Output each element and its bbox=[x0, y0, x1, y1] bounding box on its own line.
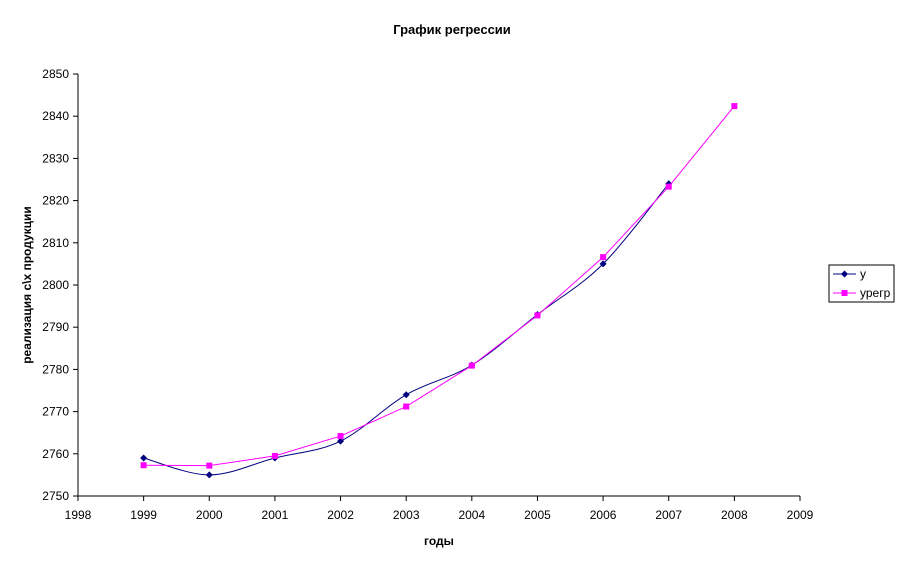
x-tick-label: 2001 bbox=[262, 508, 289, 522]
data-point-yregr bbox=[731, 103, 738, 110]
series-line-y bbox=[143, 183, 670, 476]
y-tick-label: 2840 bbox=[42, 109, 69, 123]
data-point-yregr bbox=[403, 403, 410, 410]
legend-label-y: у bbox=[860, 267, 866, 281]
data-point-y bbox=[402, 391, 410, 399]
data-point-y bbox=[599, 260, 607, 268]
y-tick-label: 2820 bbox=[42, 194, 69, 208]
legend-box bbox=[828, 264, 895, 303]
y-tick-label: 2750 bbox=[42, 489, 69, 503]
x-tick-label: 2005 bbox=[524, 508, 551, 522]
x-tick-label: 2008 bbox=[721, 508, 748, 522]
legend-marker-y bbox=[841, 270, 848, 278]
y-tick-label: 2810 bbox=[42, 236, 69, 250]
x-tick-label: 2002 bbox=[327, 508, 354, 522]
x-tick-label: 2006 bbox=[590, 508, 617, 522]
data-point-yregr bbox=[206, 462, 213, 469]
data-point-yregr bbox=[140, 462, 147, 469]
data-point-yregr bbox=[665, 183, 672, 190]
chart-title: График регрессии bbox=[393, 22, 511, 37]
plot-area: 2750 2760 2770 2780 2790 2800 2810 2820 2830 2840… bbox=[42, 67, 813, 522]
data-point-yregr bbox=[337, 433, 344, 440]
data-point-yregr bbox=[534, 312, 541, 319]
x-tick-label: 2007 bbox=[655, 508, 682, 522]
y-ticks: 2750 2760 2770 2780 2790 2800 2810 2820 2830 2840… bbox=[42, 67, 78, 503]
series-line-yregr bbox=[143, 105, 735, 467]
data-point-yregr bbox=[468, 362, 475, 369]
y-tick-label: 2760 bbox=[42, 447, 69, 461]
legend-marker-yregr bbox=[841, 290, 848, 296]
y-tick-label: 2830 bbox=[42, 151, 69, 165]
y-tick-label: 2790 bbox=[42, 320, 69, 334]
x-tick-label: 2003 bbox=[393, 508, 420, 522]
x-tick-label: 2004 bbox=[458, 508, 485, 522]
data-point-y bbox=[140, 454, 148, 462]
data-point-y bbox=[205, 471, 213, 479]
legend: у урегр bbox=[828, 264, 895, 303]
data-point-y bbox=[337, 437, 345, 445]
data-point-yregr bbox=[271, 452, 278, 459]
y-tick-label: 2850 bbox=[42, 67, 69, 81]
x-tick-label: 1999 bbox=[130, 508, 157, 522]
x-tick-label: 2000 bbox=[196, 508, 223, 522]
x-tick-label: 2009 bbox=[787, 508, 814, 522]
y-tick-label: 2800 bbox=[42, 278, 69, 292]
x-axis-title: годы bbox=[424, 534, 454, 548]
x-tick-label: 1998 bbox=[65, 508, 92, 522]
data-point-yregr bbox=[600, 254, 607, 261]
series-layer bbox=[140, 103, 738, 479]
x-ticks: 1998 1999 2000 2001 2002 2003 2004 2005 2006 2007… bbox=[65, 496, 814, 522]
y-axis-title: реализация с\х продукции bbox=[20, 206, 34, 364]
y-tick-label: 2780 bbox=[42, 362, 69, 376]
y-tick-label: 2770 bbox=[42, 405, 69, 419]
legend-label-yregr: урегр bbox=[860, 286, 891, 300]
